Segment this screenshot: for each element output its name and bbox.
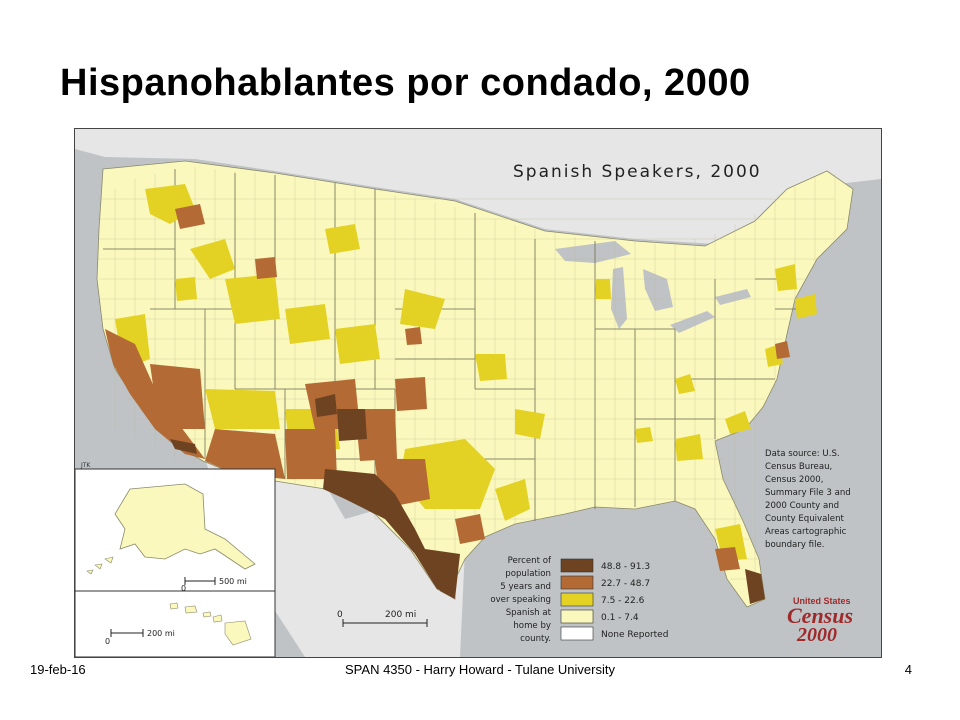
legend-swatch-0	[560, 558, 594, 573]
legend-description-line: Percent of	[508, 556, 552, 566]
legend-label: 48.8 - 91.3	[601, 562, 650, 572]
legend-swatch-1	[560, 575, 594, 590]
legend-label: 7.5 - 22.6	[601, 596, 645, 606]
legend-description-line: county.	[520, 634, 551, 644]
brown-counties	[170, 394, 765, 604]
scale-alaska-value: 500 mi	[219, 577, 247, 586]
scale-bar-hawaii: 0 200 mi	[105, 629, 175, 646]
data-source-line: Areas cartographic	[765, 527, 847, 537]
scale-bar-alaska: 0 500 mi	[181, 577, 247, 593]
orange-counties	[105, 204, 790, 571]
legend-swatch-4	[560, 626, 594, 641]
footer-center: SPAN 4350 - Harry Howard - Tulane Univer…	[345, 662, 615, 677]
scale-alaska-zero: 0	[181, 584, 186, 593]
legend-description-line: Spanish at	[506, 608, 552, 618]
data-source-line: County Equivalent	[765, 514, 845, 524]
legend-label: 0.1 - 7.4	[601, 613, 639, 623]
lake-superior	[555, 241, 631, 263]
data-source-line: Census Bureau,	[765, 462, 832, 472]
legend-description-line: 5 years and	[500, 582, 551, 592]
lake-huron	[643, 269, 673, 311]
footer-date: 19-feb-16	[30, 662, 86, 677]
data-source-line: 2000 County and	[765, 501, 839, 511]
map-credit: JTK	[80, 462, 91, 469]
data-source-line: Data source: U.S.	[765, 449, 840, 459]
census-map: Spanish Speakers, 2000 JTK Data source: …	[74, 128, 882, 658]
scale-main-value: 200 mi	[385, 610, 416, 620]
legend-swatch-3	[560, 609, 594, 624]
legend-label: None Reported	[601, 630, 668, 640]
scale-main-zero: 0	[337, 610, 343, 620]
legend-description-line: over speaking	[490, 595, 551, 605]
scale-hawaii-value: 200 mi	[147, 629, 175, 638]
logo-line3: 2000	[796, 624, 837, 646]
scale-hawaii-zero: 0	[105, 637, 110, 646]
slide-title: Hispanohablantes por condado, 2000	[60, 62, 751, 104]
data-source-line: boundary file.	[765, 540, 825, 550]
logo-line2: Census	[787, 603, 853, 628]
hawaii-islands	[169, 602, 252, 646]
page-number: 4	[904, 662, 912, 677]
legend-swatch-2	[560, 592, 594, 607]
legend-label: 22.7 - 48.7	[601, 579, 650, 589]
legend-description: Percent of population 5 years and over s…	[490, 556, 552, 644]
data-source-line: Summary File 3 and	[765, 488, 851, 498]
scale-bar-main: 0 200 mi	[337, 610, 428, 627]
lake-ontario	[715, 289, 751, 305]
map-title: Spanish Speakers, 2000	[513, 162, 762, 182]
legend: 48.8 - 91.3 22.7 - 48.7 7.5 - 22.6 0.1 -…	[560, 558, 668, 641]
census-logo: United States Census 2000	[787, 596, 853, 646]
map-svg: Spanish Speakers, 2000 JTK Data source: …	[75, 129, 881, 657]
lake-erie	[670, 311, 715, 333]
logo-line1: United States	[793, 596, 851, 606]
legend-description-line: home by	[513, 621, 551, 631]
aleutian-islands	[86, 556, 114, 575]
alaska-land	[114, 483, 256, 570]
legend-description-line: population	[505, 569, 551, 579]
canada-land	[75, 129, 881, 244]
data-source-line: Census 2000,	[765, 475, 823, 485]
data-source: Data source: U.S. Census Bureau, Census …	[765, 449, 851, 550]
